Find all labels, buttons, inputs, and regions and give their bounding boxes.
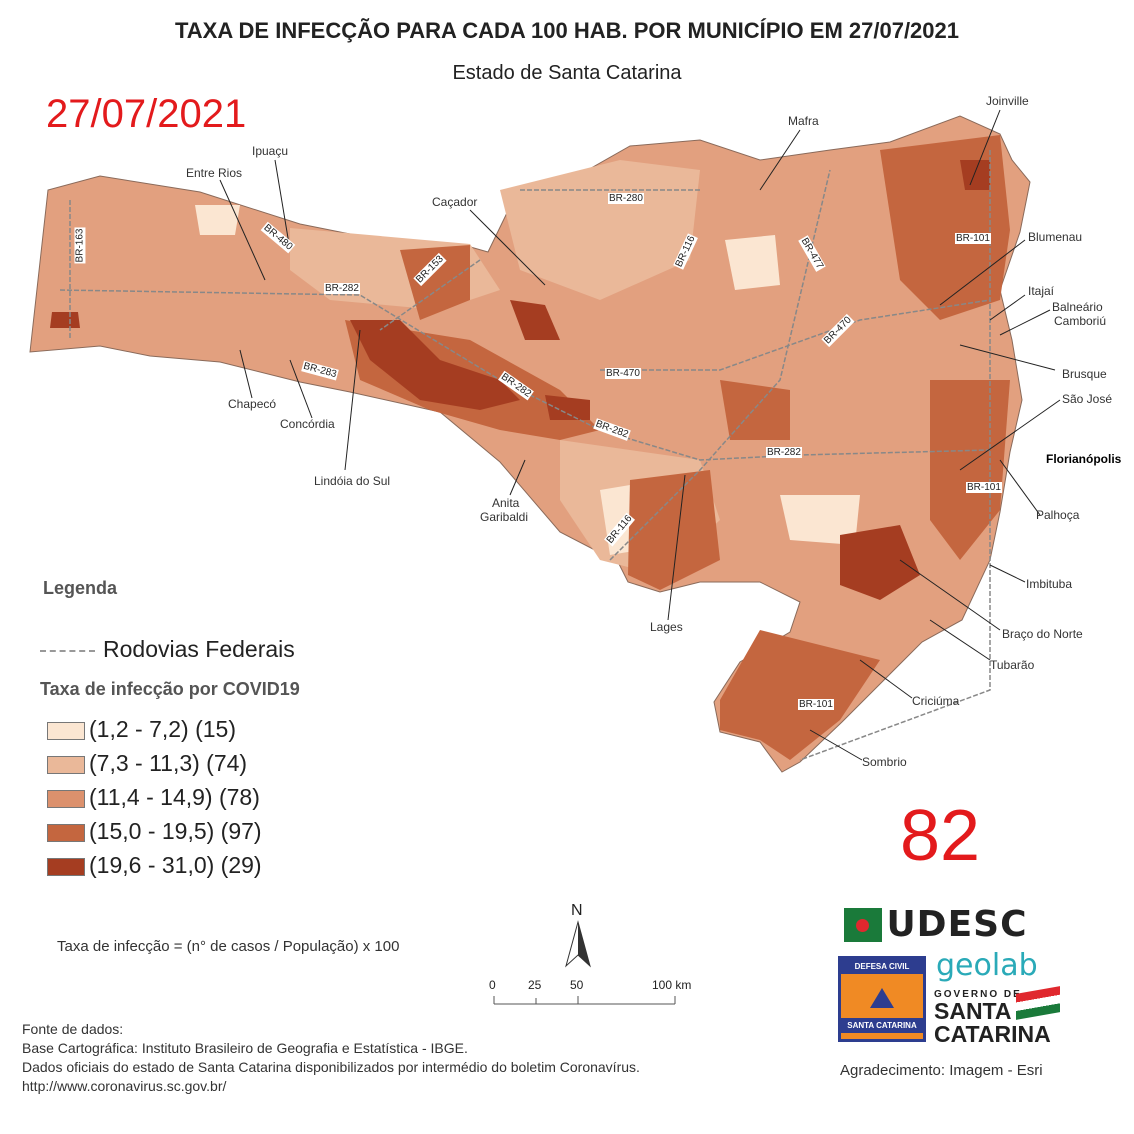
legend-swatch (47, 823, 85, 842)
city-label: Lages (650, 620, 683, 634)
source-line: Fonte de dados: (22, 1021, 124, 1037)
legend-roads-label: Rodovias Federais (103, 636, 295, 662)
region-lowest (195, 205, 240, 235)
region-highest (840, 525, 920, 600)
city-label: Concórdia (280, 417, 335, 431)
city-label: Sombrio (862, 755, 907, 769)
leader-lines (219, 109, 1061, 761)
legend-class-label: (19,6 - 31,0) (29) (89, 852, 262, 878)
legend-class-row: (7,3 - 11,3) (74) (47, 750, 262, 777)
legend-swatch (47, 755, 85, 774)
city-label: Balneário (1052, 300, 1103, 314)
city-label: Caçador (432, 195, 478, 209)
city-label: Braço do Norte (1002, 627, 1083, 641)
city-label: São José (1062, 392, 1113, 406)
city-label: Ipuaçu (252, 144, 289, 158)
city-label: Imbituba (1026, 577, 1073, 591)
road-label: BR-282 (766, 447, 802, 458)
formula: Taxa de infecção = (n° de casos / Popula… (57, 938, 400, 955)
city-label: Palhoça (1036, 508, 1080, 522)
road-label: BR-163 (74, 227, 86, 264)
road-label: BR-282 (324, 283, 360, 294)
city-label: Mafra (788, 114, 819, 128)
scale-tick: 100 km (652, 978, 692, 992)
legend-classes: (1,2 - 7,2) (15) (7,3 - 11,3) (74) (11,4… (47, 716, 262, 879)
scale-bar (493, 996, 676, 1005)
legend-class-title: Taxa de infecção por COVID19 (40, 679, 300, 699)
legend-class-label: (11,4 - 14,9) (78) (89, 784, 260, 810)
udesc-symbol-icon (844, 907, 882, 942)
region-highest (545, 395, 590, 420)
legend-class-row: (15,0 - 19,5) (97) (47, 818, 262, 845)
date-stamp: 27/07/2021 (46, 92, 247, 136)
region-light (500, 160, 700, 300)
legend-swatch (47, 857, 85, 876)
region-high (628, 470, 720, 590)
triangle-icon (870, 988, 894, 1008)
road-label: BR-470 (605, 368, 641, 379)
map-subtitle: Estado de Santa Catarina (452, 62, 682, 84)
data-sources: Fonte de dados: Base Cartográfica: Insti… (22, 1020, 640, 1096)
scale-tick: 25 (528, 978, 542, 992)
legend-class-row: (11,4 - 14,9) (78) (47, 784, 262, 811)
udesc-logo: UDESC (844, 904, 1028, 945)
legend-heading: Legenda (43, 578, 118, 598)
scale-tick: 0 (489, 978, 496, 992)
road-label: BR-101 (955, 233, 991, 244)
road-label: BR-101 (966, 482, 1002, 493)
source-link[interactable]: http://www.coronavirus.sc.gov.br/ (22, 1078, 227, 1094)
city-label: Joinville (986, 94, 1029, 108)
legend-class-row: (1,2 - 7,2) (15) (47, 716, 262, 743)
map-title: TAXA DE INFECÇÃO PARA CADA 100 HAB. POR … (174, 18, 959, 43)
city-label: Camboriú (1054, 314, 1107, 328)
legend-class-label: (1,2 - 7,2) (15) (89, 716, 236, 742)
region-high (400, 245, 470, 320)
city-label: Anita (492, 496, 520, 510)
road-label: BR-280 (608, 193, 644, 204)
geolab-logo: geolab (936, 948, 1038, 983)
legend-swatch (47, 789, 85, 808)
region-highest (350, 320, 520, 410)
credit: Agradecimento: Imagem - Esri (840, 1062, 1043, 1079)
legend-swatch (47, 721, 85, 740)
legend-class-row: (19,6 - 31,0) (29) (47, 852, 262, 879)
city-label: Criciúma (912, 694, 960, 708)
governo-sc-logo: GOVERNO DE SANTA CATARINA (934, 989, 1051, 1047)
legend-class-label: (7,3 - 11,3) (74) (89, 750, 248, 776)
legend-roads: Rodovias Federais (40, 636, 295, 663)
north-label: N (571, 902, 583, 919)
region-highest (510, 300, 560, 340)
city-label: Garibaldi (480, 510, 529, 524)
city-label: Lindóia do Sul (314, 474, 391, 488)
north-arrow-fill (578, 922, 590, 966)
city-label: Entre Rios (186, 166, 243, 180)
source-line: Dados oficiais do estado de Santa Catari… (22, 1059, 640, 1075)
legend-class-label: (15,0 - 19,5) (97) (89, 818, 262, 844)
region-lowest (780, 495, 860, 545)
city-label: Itajaí (1028, 284, 1055, 298)
city-label: Florianópolis (1046, 452, 1122, 466)
city-label: Chapecó (228, 397, 277, 411)
region-high (720, 630, 880, 760)
count-stamp: 82 (900, 796, 981, 876)
region-high (930, 380, 1010, 560)
city-label: Brusque (1062, 367, 1107, 381)
region-highest (50, 312, 80, 328)
scale-tick: 50 (570, 978, 584, 992)
road-line-icon (40, 649, 95, 652)
region-lowest (725, 235, 780, 290)
city-label: Blumenau (1028, 230, 1083, 244)
road-label: BR-101 (798, 699, 834, 710)
source-line: Base Cartográfica: Instituto Brasileiro … (22, 1040, 468, 1056)
region-highest (960, 160, 990, 190)
city-label: Tubarão (990, 658, 1035, 672)
region-high (720, 380, 790, 440)
defesa-civil-logo: DEFESA CIVIL SANTA CATARINA (838, 956, 926, 1042)
